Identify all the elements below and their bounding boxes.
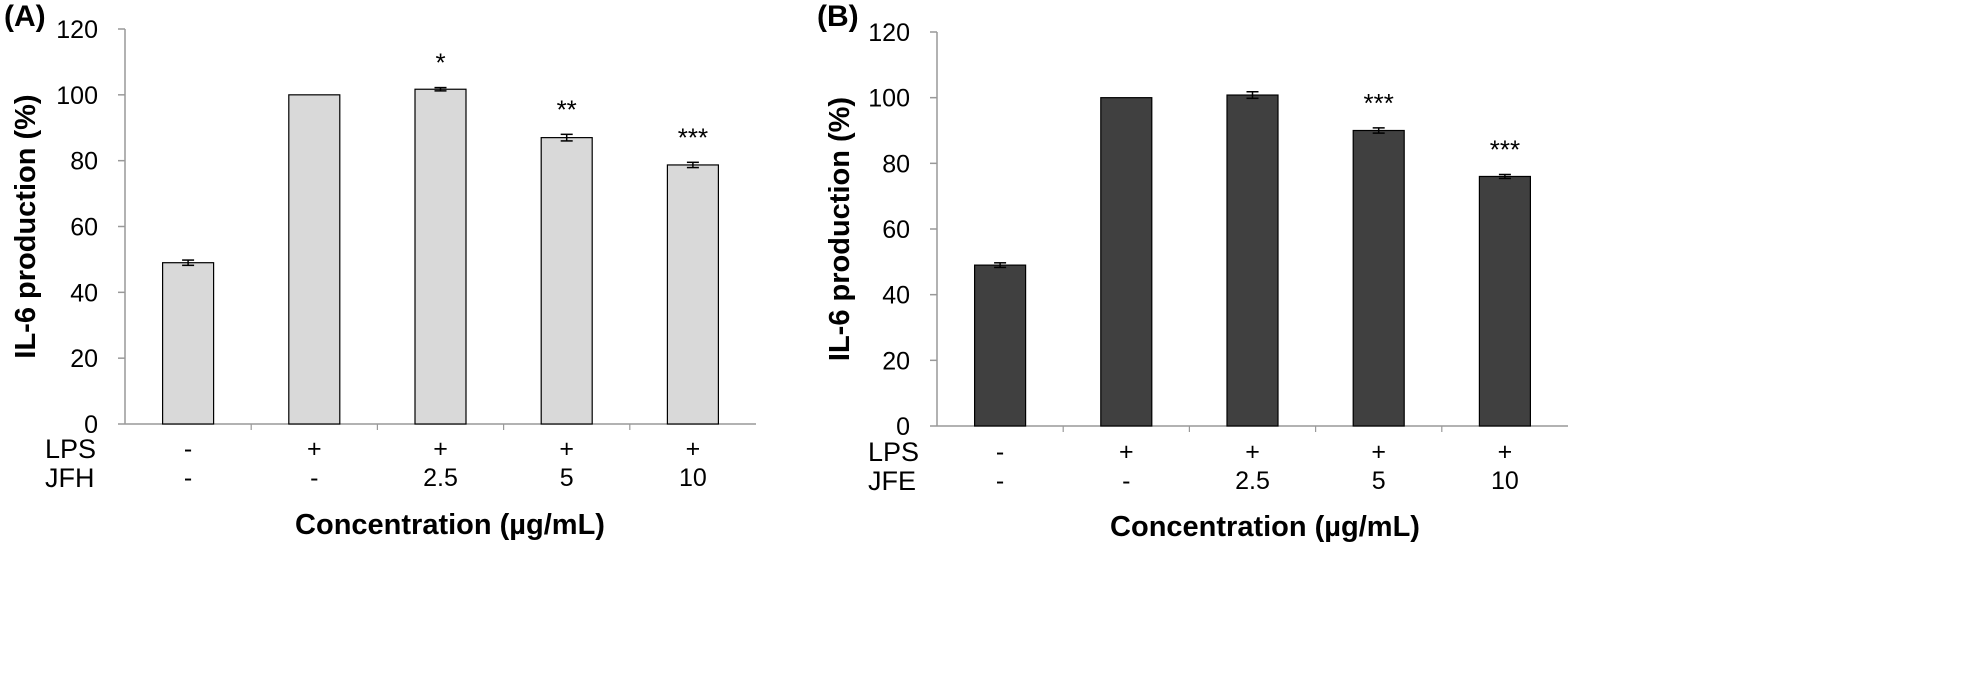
bar: [666, 164, 720, 425]
bar: [1352, 129, 1405, 427]
treatment-value: -: [996, 467, 1004, 495]
y-tick-label: 20: [70, 345, 98, 373]
treatment-value: +: [307, 435, 322, 463]
treatment-value: 2.5: [423, 464, 458, 492]
treatment-value: -: [1122, 467, 1130, 495]
y-axis-title: IL-6 production (%): [10, 94, 42, 358]
treatment-value: +: [433, 435, 448, 463]
significance-mark: ***: [1364, 88, 1394, 118]
treatment-value: +: [1371, 438, 1386, 466]
treatment-value: +: [559, 435, 574, 463]
treatment-value: +: [1498, 438, 1513, 466]
treatment-value: 10: [1491, 467, 1519, 495]
bar: [1478, 175, 1532, 427]
treatment-value: 2.5: [1235, 467, 1270, 495]
bar: [162, 262, 215, 425]
y-tick-label: 120: [868, 19, 910, 47]
x-axis-title: Concentration (µg/mL): [1110, 511, 1420, 543]
y-tick-label: 60: [70, 214, 98, 242]
y-axis-title: IL-6 production (%): [824, 97, 856, 361]
panel-label: (B): [817, 0, 859, 33]
y-tick-label: 40: [882, 282, 910, 310]
y-tick-label: 100: [56, 82, 98, 110]
treatment-value: +: [1119, 438, 1134, 466]
y-tick-label: 0: [896, 413, 910, 441]
treatment-value: -: [184, 435, 192, 463]
panel-label: (A): [4, 0, 46, 33]
x-axis-title: Concentration (µg/mL): [295, 509, 605, 541]
treatment-row-label: LPS: [45, 434, 96, 464]
significance-mark: ***: [678, 122, 708, 152]
treatment-row-label: LPS: [868, 437, 919, 467]
bar: [540, 137, 593, 425]
significance-mark: *: [435, 48, 445, 78]
treatment-value: 5: [560, 464, 574, 492]
significance-mark: **: [557, 94, 577, 124]
y-tick-label: 120: [56, 16, 98, 44]
bar: [288, 94, 341, 425]
treatment-value: 10: [679, 464, 707, 492]
treatment-value: 5: [1372, 467, 1386, 495]
y-tick-label: 0: [84, 411, 98, 439]
y-tick-label: 20: [882, 347, 910, 375]
y-tick-label: 40: [70, 279, 98, 307]
bar: [1100, 97, 1153, 427]
bar: [414, 88, 467, 425]
significance-mark: ***: [1490, 134, 1520, 164]
y-tick-label: 60: [882, 216, 910, 244]
treatment-row-label: JFE: [868, 466, 916, 496]
bar: [973, 264, 1027, 427]
y-tick-label: 80: [70, 148, 98, 176]
treatment-value: +: [686, 435, 701, 463]
treatment-value: -: [184, 464, 192, 492]
y-tick-label: 80: [882, 150, 910, 178]
treatment-value: +: [1245, 438, 1260, 466]
treatment-value: -: [310, 464, 318, 492]
treatment-value: -: [996, 438, 1004, 466]
y-tick-label: 100: [868, 85, 910, 113]
bar: [1226, 94, 1279, 427]
treatment-row-label: JFH: [45, 463, 95, 493]
